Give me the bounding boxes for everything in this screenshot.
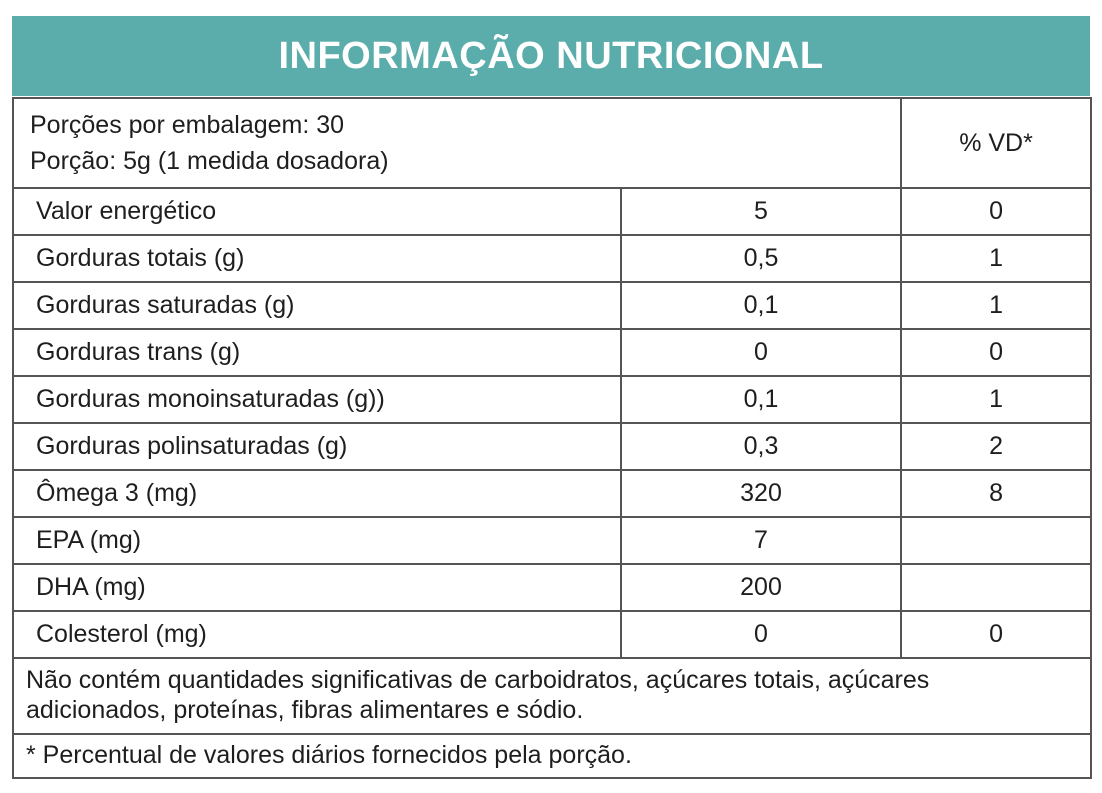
nutrient-value: 5	[619, 187, 903, 236]
nutrient-vd: 2	[900, 422, 1093, 471]
nutrient-value: 0	[619, 610, 903, 659]
serving-size: Porção: 5g (1 medida dosadora)	[30, 147, 389, 175]
table-row: Colesterol (mg) 0 0	[12, 610, 1093, 659]
nutrient-label: EPA (mg)	[12, 516, 622, 565]
nutrient-label: Gorduras saturadas (g)	[12, 281, 622, 330]
serving-info-cell: Porções por embalagem: 30 Porção: 5g (1 …	[11, 97, 903, 189]
servings-per-package: Porções por embalagem: 30	[30, 111, 345, 139]
table-row: Gorduras polinsaturadas (g) 0,3 2	[12, 422, 1093, 471]
nutrient-value: 0,3	[619, 422, 903, 471]
table-row: Gorduras trans (g) 0 0	[12, 328, 1093, 377]
footnote-no-significant: Não contém quantidades significativas de…	[11, 657, 1093, 735]
footnote-row-daily-values: * Percentual de valores diários fornecid…	[11, 733, 1093, 779]
nutrient-label: Ômega 3 (mg)	[12, 469, 622, 518]
nutrient-vd: 0	[900, 187, 1093, 236]
nutrient-label: Gorduras totais (g)	[12, 234, 622, 283]
nutrient-label: Valor energético	[12, 187, 622, 236]
nutrient-vd: 0	[900, 328, 1093, 377]
label-title: INFORMAÇÃO NUTRICIONAL	[278, 34, 824, 77]
table-row: Gorduras totais (g) 0,5 1	[12, 234, 1093, 283]
label-title-bar: INFORMAÇÃO NUTRICIONAL	[12, 16, 1090, 96]
table-row: Ômega 3 (mg) 320 8	[12, 469, 1093, 518]
vd-column-header: % VD*	[900, 97, 1093, 189]
nutrient-value: 7	[619, 516, 903, 565]
nutrient-vd: 1	[900, 375, 1093, 424]
table-row: Valor energético 5 0	[12, 187, 1093, 236]
nutrient-vd: 8	[900, 469, 1093, 518]
table-row: Gorduras saturadas (g) 0,1 1	[12, 281, 1093, 330]
nutrient-vd: 1	[900, 234, 1093, 283]
nutrient-value: 0	[619, 328, 903, 377]
nutrient-value: 200	[619, 563, 903, 612]
nutrient-label: Colesterol (mg)	[12, 610, 622, 659]
table-row: EPA (mg) 7	[12, 516, 1093, 565]
footnote-daily-values: * Percentual de valores diários fornecid…	[11, 733, 1093, 779]
nutrient-value: 320	[619, 469, 903, 518]
nutrient-value: 0,1	[619, 375, 903, 424]
serving-header-row: Porções por embalagem: 30 Porção: 5g (1 …	[11, 97, 1093, 189]
table-row: DHA (mg) 200	[12, 563, 1093, 612]
nutrient-vd: 1	[900, 281, 1093, 330]
nutrient-vd: 0	[900, 610, 1093, 659]
footnote-row-no-significant: Não contém quantidades significativas de…	[11, 657, 1093, 735]
nutrient-value: 0,1	[619, 281, 903, 330]
table-row: Gorduras monoinsaturadas (g)) 0,1 1	[12, 375, 1093, 424]
nutrient-label: Gorduras polinsaturadas (g)	[12, 422, 622, 471]
nutrient-label: Gorduras trans (g)	[12, 328, 622, 377]
nutrient-vd	[900, 516, 1093, 565]
nutrient-value: 0,5	[619, 234, 903, 283]
nutrient-vd	[900, 563, 1093, 612]
nutrient-label: Gorduras monoinsaturadas (g))	[12, 375, 622, 424]
nutrient-label: DHA (mg)	[12, 563, 622, 612]
nutrition-table: Porções por embalagem: 30 Porção: 5g (1 …	[11, 97, 1093, 779]
